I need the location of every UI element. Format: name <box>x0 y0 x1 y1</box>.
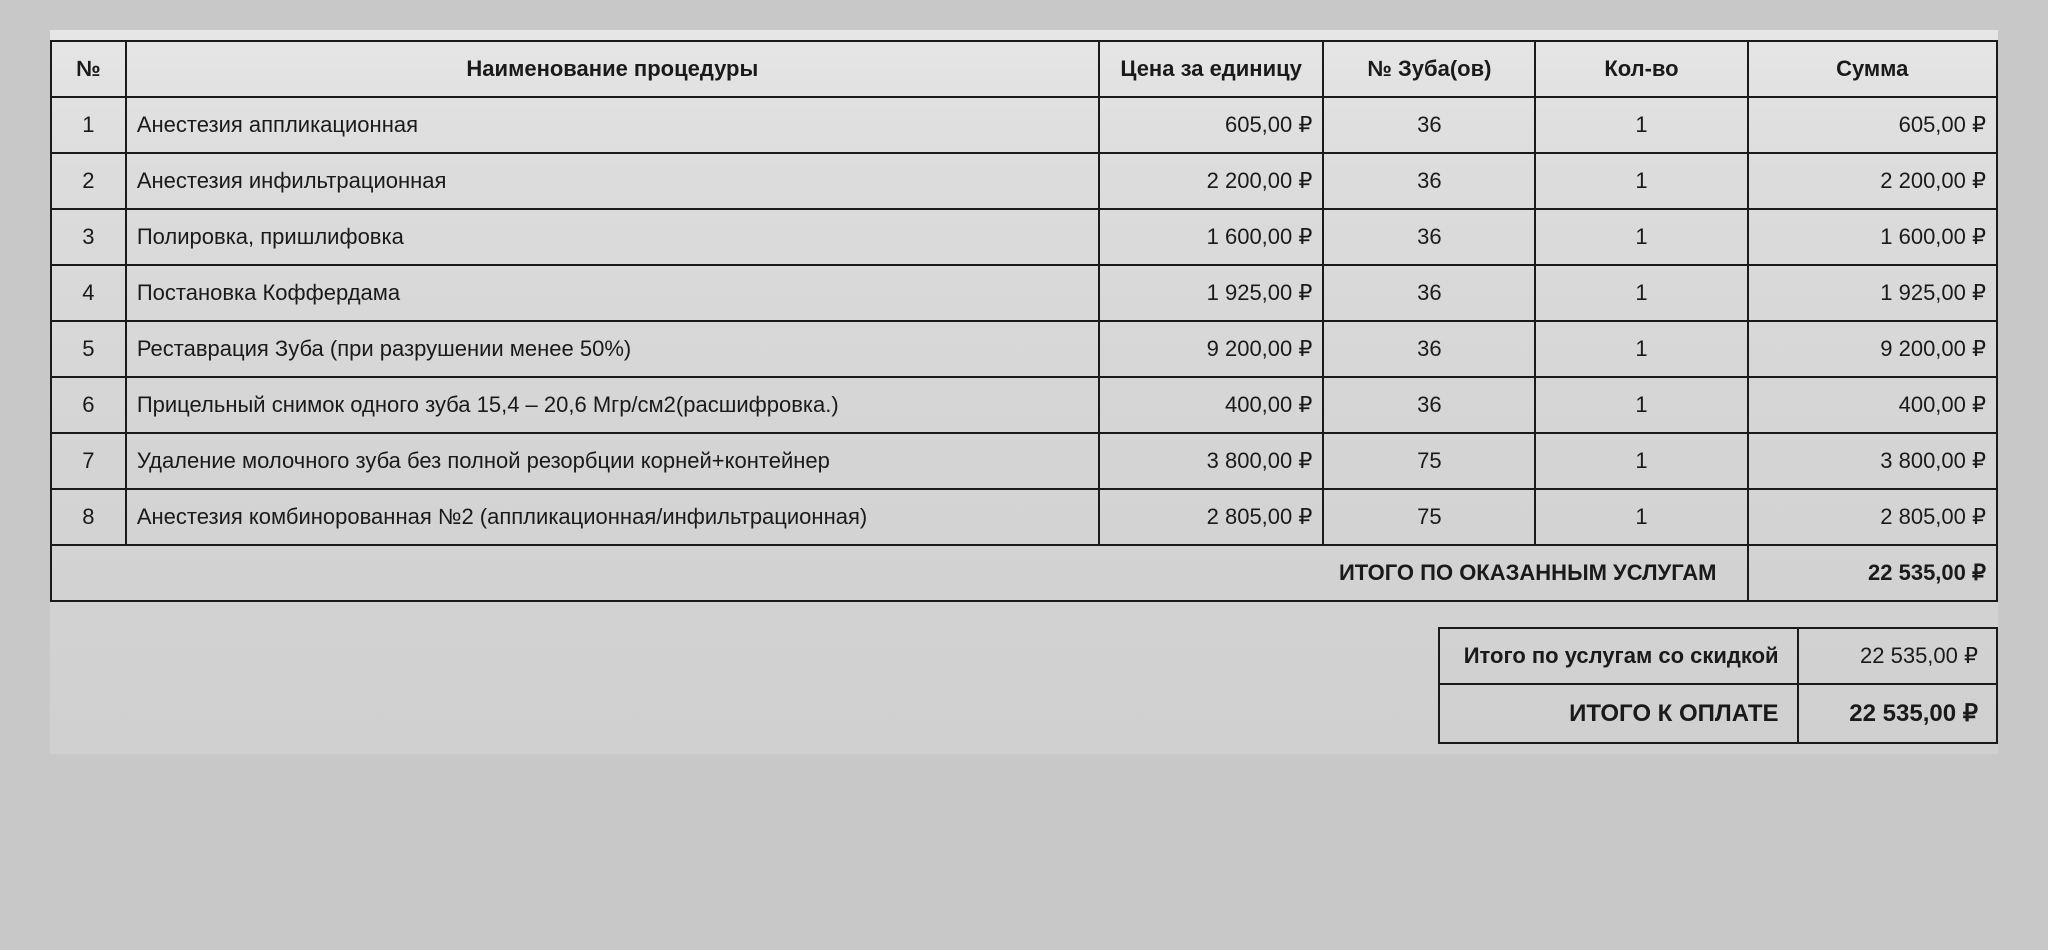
cell-qty: 1 <box>1535 153 1747 209</box>
invoice-paper: № Наименование процедуры Цена за единицу… <box>50 30 1998 754</box>
header-qty: Кол-во <box>1535 41 1747 97</box>
cell-num: 3 <box>51 209 126 265</box>
cell-sum: 9 200,00 ₽ <box>1748 321 1998 377</box>
cell-num: 4 <box>51 265 126 321</box>
table-row: 5Реставрация Зуба (при разрушении менее … <box>51 321 1997 377</box>
cell-name: Полировка, пришлифовка <box>126 209 1099 265</box>
cell-num: 2 <box>51 153 126 209</box>
cell-tooth: 36 <box>1323 97 1535 153</box>
summary-total-label: ИТОГО К ОПЛАТЕ <box>1439 684 1798 743</box>
table-row: 2Анестезия инфильтрационная2 200,00 ₽361… <box>51 153 1997 209</box>
summary-discount-row: Итого по услугам со скидкой 22 535,00 ₽ <box>1439 628 1997 684</box>
cell-num: 5 <box>51 321 126 377</box>
cell-tooth: 36 <box>1323 321 1535 377</box>
cell-qty: 1 <box>1535 97 1747 153</box>
table-row: 8Анестезия комбинорованная №2 (аппликаци… <box>51 489 1997 545</box>
cell-num: 8 <box>51 489 126 545</box>
cell-sum: 2 200,00 ₽ <box>1748 153 1998 209</box>
cell-price: 3 800,00 ₽ <box>1099 433 1324 489</box>
cell-sum: 2 805,00 ₽ <box>1748 489 1998 545</box>
cell-sum: 1 925,00 ₽ <box>1748 265 1998 321</box>
cell-name: Анестезия инфильтрационная <box>126 153 1099 209</box>
cell-tooth: 36 <box>1323 265 1535 321</box>
summary-total-row: ИТОГО К ОПЛАТЕ 22 535,00 ₽ <box>1439 684 1997 743</box>
cell-price: 1 600,00 ₽ <box>1099 209 1324 265</box>
cell-qty: 1 <box>1535 265 1747 321</box>
table-row: 7Удаление молочного зуба без полной резо… <box>51 433 1997 489</box>
cell-price: 400,00 ₽ <box>1099 377 1324 433</box>
procedures-table: № Наименование процедуры Цена за единицу… <box>50 40 1998 602</box>
subtotal-value: 22 535,00 ₽ <box>1748 545 1998 601</box>
cell-price: 605,00 ₽ <box>1099 97 1324 153</box>
cell-sum: 400,00 ₽ <box>1748 377 1998 433</box>
table-row: 1Анестезия аппликационная605,00 ₽361605,… <box>51 97 1997 153</box>
summary-discount-value: 22 535,00 ₽ <box>1798 628 1997 684</box>
cell-sum: 3 800,00 ₽ <box>1748 433 1998 489</box>
cell-tooth: 36 <box>1323 153 1535 209</box>
table-row: 3Полировка, пришлифовка1 600,00 ₽3611 60… <box>51 209 1997 265</box>
cell-price: 1 925,00 ₽ <box>1099 265 1324 321</box>
header-num: № <box>51 41 126 97</box>
cell-num: 1 <box>51 97 126 153</box>
cell-tooth: 75 <box>1323 489 1535 545</box>
cell-num: 6 <box>51 377 126 433</box>
cell-qty: 1 <box>1535 321 1747 377</box>
subtotal-label: ИТОГО ПО ОКАЗАННЫМ УСЛУГАМ <box>51 545 1748 601</box>
header-price: Цена за единицу <box>1099 41 1324 97</box>
table-row: 4Постановка Коффердама1 925,00 ₽3611 925… <box>51 265 1997 321</box>
cell-sum: 1 600,00 ₽ <box>1748 209 1998 265</box>
cell-qty: 1 <box>1535 377 1747 433</box>
cell-qty: 1 <box>1535 489 1747 545</box>
cell-name: Постановка Коффердама <box>126 265 1099 321</box>
summary-total-value: 22 535,00 ₽ <box>1798 684 1997 743</box>
cell-price: 2 805,00 ₽ <box>1099 489 1324 545</box>
cell-tooth: 36 <box>1323 209 1535 265</box>
cell-price: 2 200,00 ₽ <box>1099 153 1324 209</box>
summary-discount-label: Итого по услугам со скидкой <box>1439 628 1798 684</box>
cell-name: Удаление молочного зуба без полной резор… <box>126 433 1099 489</box>
summary-table: Итого по услугам со скидкой 22 535,00 ₽ … <box>1438 627 1998 744</box>
cell-tooth: 75 <box>1323 433 1535 489</box>
cell-qty: 1 <box>1535 433 1747 489</box>
cell-num: 7 <box>51 433 126 489</box>
header-sum: Сумма <box>1748 41 1998 97</box>
table-header-row: № Наименование процедуры Цена за единицу… <box>51 41 1997 97</box>
cell-price: 9 200,00 ₽ <box>1099 321 1324 377</box>
cell-qty: 1 <box>1535 209 1747 265</box>
header-tooth: № Зуба(ов) <box>1323 41 1535 97</box>
cell-sum: 605,00 ₽ <box>1748 97 1998 153</box>
summary-wrap: Итого по услугам со скидкой 22 535,00 ₽ … <box>50 627 1998 744</box>
cell-name: Прицельный снимок одного зуба 15,4 – 20,… <box>126 377 1099 433</box>
table-row: 6Прицельный снимок одного зуба 15,4 – 20… <box>51 377 1997 433</box>
cell-name: Реставрация Зуба (при разрушении менее 5… <box>126 321 1099 377</box>
cell-name: Анестезия аппликационная <box>126 97 1099 153</box>
subtotal-row: ИТОГО ПО ОКАЗАННЫМ УСЛУГАМ 22 535,00 ₽ <box>51 545 1997 601</box>
cell-tooth: 36 <box>1323 377 1535 433</box>
cell-name: Анестезия комбинорованная №2 (аппликацио… <box>126 489 1099 545</box>
header-name: Наименование процедуры <box>126 41 1099 97</box>
